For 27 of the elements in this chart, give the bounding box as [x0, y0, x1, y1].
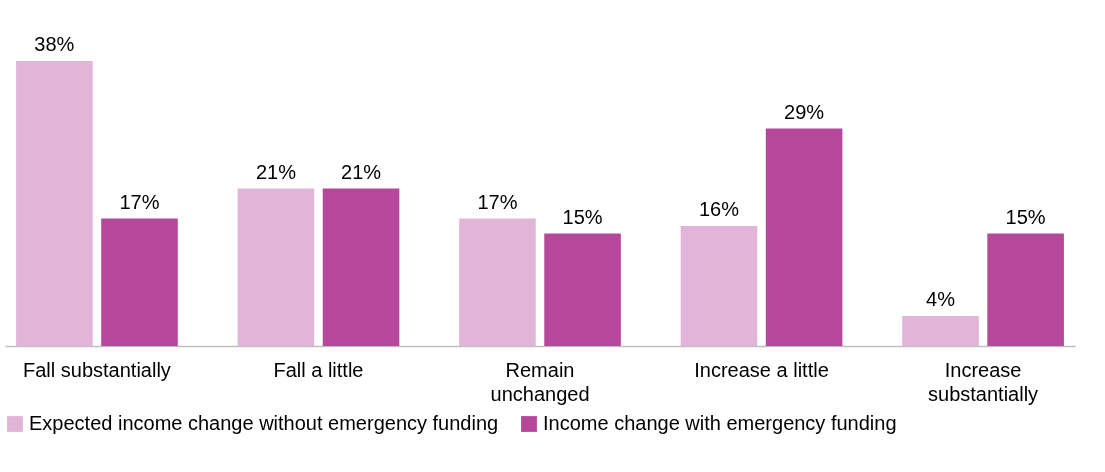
x-tick-label: Fall substantially — [23, 358, 171, 381]
data-label: 16% — [698, 198, 740, 220]
bar — [101, 218, 178, 346]
bar — [765, 128, 843, 346]
data-label: 21% — [255, 160, 297, 183]
data-label: 4% — [926, 288, 956, 310]
data-label: 17% — [477, 190, 518, 213]
data-label: 15% — [1005, 205, 1046, 228]
bar — [459, 218, 536, 346]
bar — [680, 226, 758, 346]
bar — [987, 233, 1064, 346]
x-tick-label: Remain unchanged — [490, 358, 590, 405]
data-label: 15% — [562, 205, 603, 228]
data-label: 38% — [34, 33, 75, 55]
bar — [16, 61, 93, 346]
x-tick-label: Fall a little — [273, 358, 364, 381]
bar — [322, 188, 400, 346]
x-tick-label: Increase substantially — [928, 358, 1039, 405]
data-label: 21% — [341, 160, 382, 183]
bar — [544, 233, 621, 346]
bar — [237, 188, 315, 346]
data-label: 17% — [119, 190, 160, 213]
x-tick-label: Increase a little — [694, 358, 829, 381]
legend-label: Income change with emergency funding — [543, 412, 897, 434]
data-label: 29% — [784, 100, 825, 123]
bar — [902, 316, 979, 346]
legend-label: Expected income change without emergency funding — [29, 412, 499, 434]
